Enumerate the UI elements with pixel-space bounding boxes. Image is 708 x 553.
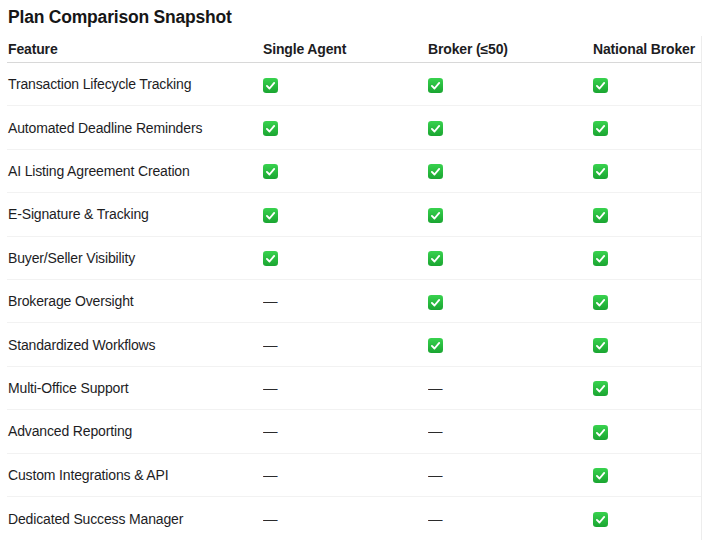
feature-label: Standardized Workflows	[7, 337, 263, 353]
feature-label: E-Signature & Tracking	[7, 206, 263, 222]
plan-value-cell: —	[428, 511, 593, 527]
table-body: Transaction Lifecycle Tracking Automated…	[7, 63, 701, 540]
dash-mark: —	[428, 511, 442, 527]
plan-value-cell	[593, 510, 701, 527]
column-header-broker: Broker (≤50)	[428, 41, 593, 57]
feature-label: Custom Integrations & API	[7, 467, 263, 483]
table-row: Custom Integrations & API——	[7, 454, 701, 497]
plan-value-cell	[263, 249, 428, 266]
check-icon	[428, 164, 443, 179]
plan-value-cell	[428, 336, 593, 353]
check-icon	[428, 78, 443, 93]
table-row: Transaction Lifecycle Tracking	[7, 63, 701, 106]
dash-mark: —	[428, 467, 442, 483]
feature-label: Multi-Office Support	[7, 380, 263, 396]
plan-value-cell	[593, 423, 701, 440]
dash-mark: —	[428, 423, 442, 439]
plan-value-cell	[428, 293, 593, 310]
plan-value-cell: —	[263, 467, 428, 483]
table-row: E-Signature & Tracking	[7, 193, 701, 236]
check-icon	[428, 295, 443, 310]
plan-value-cell	[428, 119, 593, 136]
plan-value-cell	[263, 76, 428, 93]
check-icon	[428, 251, 443, 266]
column-header-national-broker: National Broker	[593, 41, 701, 57]
table-header-row: Feature Single Agent Broker (≤50) Nation…	[7, 36, 701, 63]
check-icon	[263, 164, 278, 179]
table-row: Advanced Reporting——	[7, 410, 701, 453]
dash-mark: —	[263, 380, 277, 396]
feature-label: AI Listing Agreement Creation	[7, 163, 263, 179]
check-icon	[263, 121, 278, 136]
dash-mark: —	[263, 337, 277, 353]
table-row: AI Listing Agreement Creation	[7, 150, 701, 193]
check-icon	[593, 512, 608, 527]
check-icon	[593, 381, 608, 396]
dash-mark: —	[263, 423, 277, 439]
check-icon	[593, 78, 608, 93]
column-header-feature: Feature	[7, 41, 263, 57]
dash-mark: —	[263, 467, 277, 483]
plan-value-cell: —	[263, 511, 428, 527]
plan-value-cell	[593, 76, 701, 93]
plan-value-cell	[428, 206, 593, 223]
plan-value-cell	[428, 163, 593, 180]
plan-value-cell	[593, 336, 701, 353]
plan-comparison-page: Plan Comparison Snapshot Feature Single …	[0, 0, 708, 540]
table-row: Standardized Workflows—	[7, 323, 701, 366]
column-header-single-agent: Single Agent	[263, 41, 428, 57]
check-icon	[428, 208, 443, 223]
check-icon	[263, 208, 278, 223]
plan-value-cell	[593, 249, 701, 266]
check-icon	[593, 121, 608, 136]
plan-value-cell	[593, 206, 701, 223]
feature-label: Buyer/Seller Visibility	[7, 250, 263, 266]
check-icon	[263, 78, 278, 93]
feature-label: Brokerage Oversight	[7, 293, 263, 309]
check-icon	[593, 338, 608, 353]
plan-value-cell	[263, 119, 428, 136]
plan-value-cell	[593, 466, 701, 483]
table-row: Buyer/Seller Visibility	[7, 237, 701, 280]
plan-value-cell: —	[428, 423, 593, 439]
dash-mark: —	[263, 293, 277, 309]
plan-value-cell: —	[263, 337, 428, 353]
dash-mark: —	[263, 511, 277, 527]
plan-value-cell	[593, 380, 701, 397]
plan-value-cell: —	[263, 293, 428, 309]
feature-label: Transaction Lifecycle Tracking	[7, 76, 263, 92]
table-row: Multi-Office Support——	[7, 367, 701, 410]
check-icon	[428, 338, 443, 353]
feature-label: Dedicated Success Manager	[7, 511, 263, 527]
plan-value-cell: —	[263, 380, 428, 396]
check-icon	[263, 251, 278, 266]
plan-value-cell: —	[263, 423, 428, 439]
table-row: Dedicated Success Manager——	[7, 497, 701, 540]
check-icon	[593, 251, 608, 266]
plan-value-cell: —	[428, 380, 593, 396]
plan-value-cell	[428, 249, 593, 266]
plan-value-cell	[263, 163, 428, 180]
table-row: Brokerage Oversight—	[7, 280, 701, 323]
check-icon	[593, 425, 608, 440]
check-icon	[593, 295, 608, 310]
comparison-table: Feature Single Agent Broker (≤50) Nation…	[7, 36, 702, 540]
check-icon	[593, 208, 608, 223]
plan-value-cell	[593, 163, 701, 180]
table-row: Automated Deadline Reminders	[7, 106, 701, 149]
page-title: Plan Comparison Snapshot	[0, 0, 708, 28]
plan-value-cell: —	[428, 467, 593, 483]
plan-value-cell	[593, 119, 701, 136]
plan-value-cell	[593, 293, 701, 310]
check-icon	[428, 121, 443, 136]
check-icon	[593, 468, 608, 483]
feature-label: Automated Deadline Reminders	[7, 120, 263, 136]
feature-label: Advanced Reporting	[7, 423, 263, 439]
plan-value-cell	[263, 206, 428, 223]
plan-value-cell	[428, 76, 593, 93]
check-icon	[593, 164, 608, 179]
dash-mark: —	[428, 380, 442, 396]
